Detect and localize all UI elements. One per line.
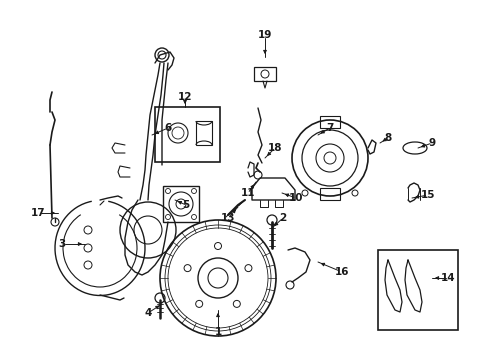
- Text: 15: 15: [420, 190, 434, 200]
- Text: 9: 9: [427, 138, 435, 148]
- Text: 11: 11: [240, 188, 255, 198]
- Text: 12: 12: [177, 92, 192, 102]
- Bar: [377, 250, 457, 330]
- Text: 3: 3: [58, 239, 65, 249]
- Bar: [253, 67, 275, 81]
- Bar: [319, 116, 339, 128]
- Text: 13: 13: [220, 213, 235, 223]
- Bar: [196, 121, 212, 145]
- Bar: [163, 186, 199, 222]
- Text: 19: 19: [257, 30, 272, 40]
- Text: 14: 14: [440, 273, 454, 283]
- Text: 17: 17: [31, 208, 45, 218]
- Text: 4: 4: [144, 308, 151, 318]
- Text: 2: 2: [279, 213, 286, 223]
- Bar: [319, 188, 339, 200]
- Text: 6: 6: [164, 123, 171, 133]
- Bar: [155, 107, 220, 162]
- Text: 18: 18: [267, 143, 282, 153]
- Text: 10: 10: [288, 193, 303, 203]
- Text: 8: 8: [384, 133, 391, 143]
- Text: 7: 7: [325, 123, 333, 133]
- Text: 1: 1: [214, 327, 221, 337]
- Text: 16: 16: [334, 267, 348, 277]
- Text: 5: 5: [182, 200, 189, 210]
